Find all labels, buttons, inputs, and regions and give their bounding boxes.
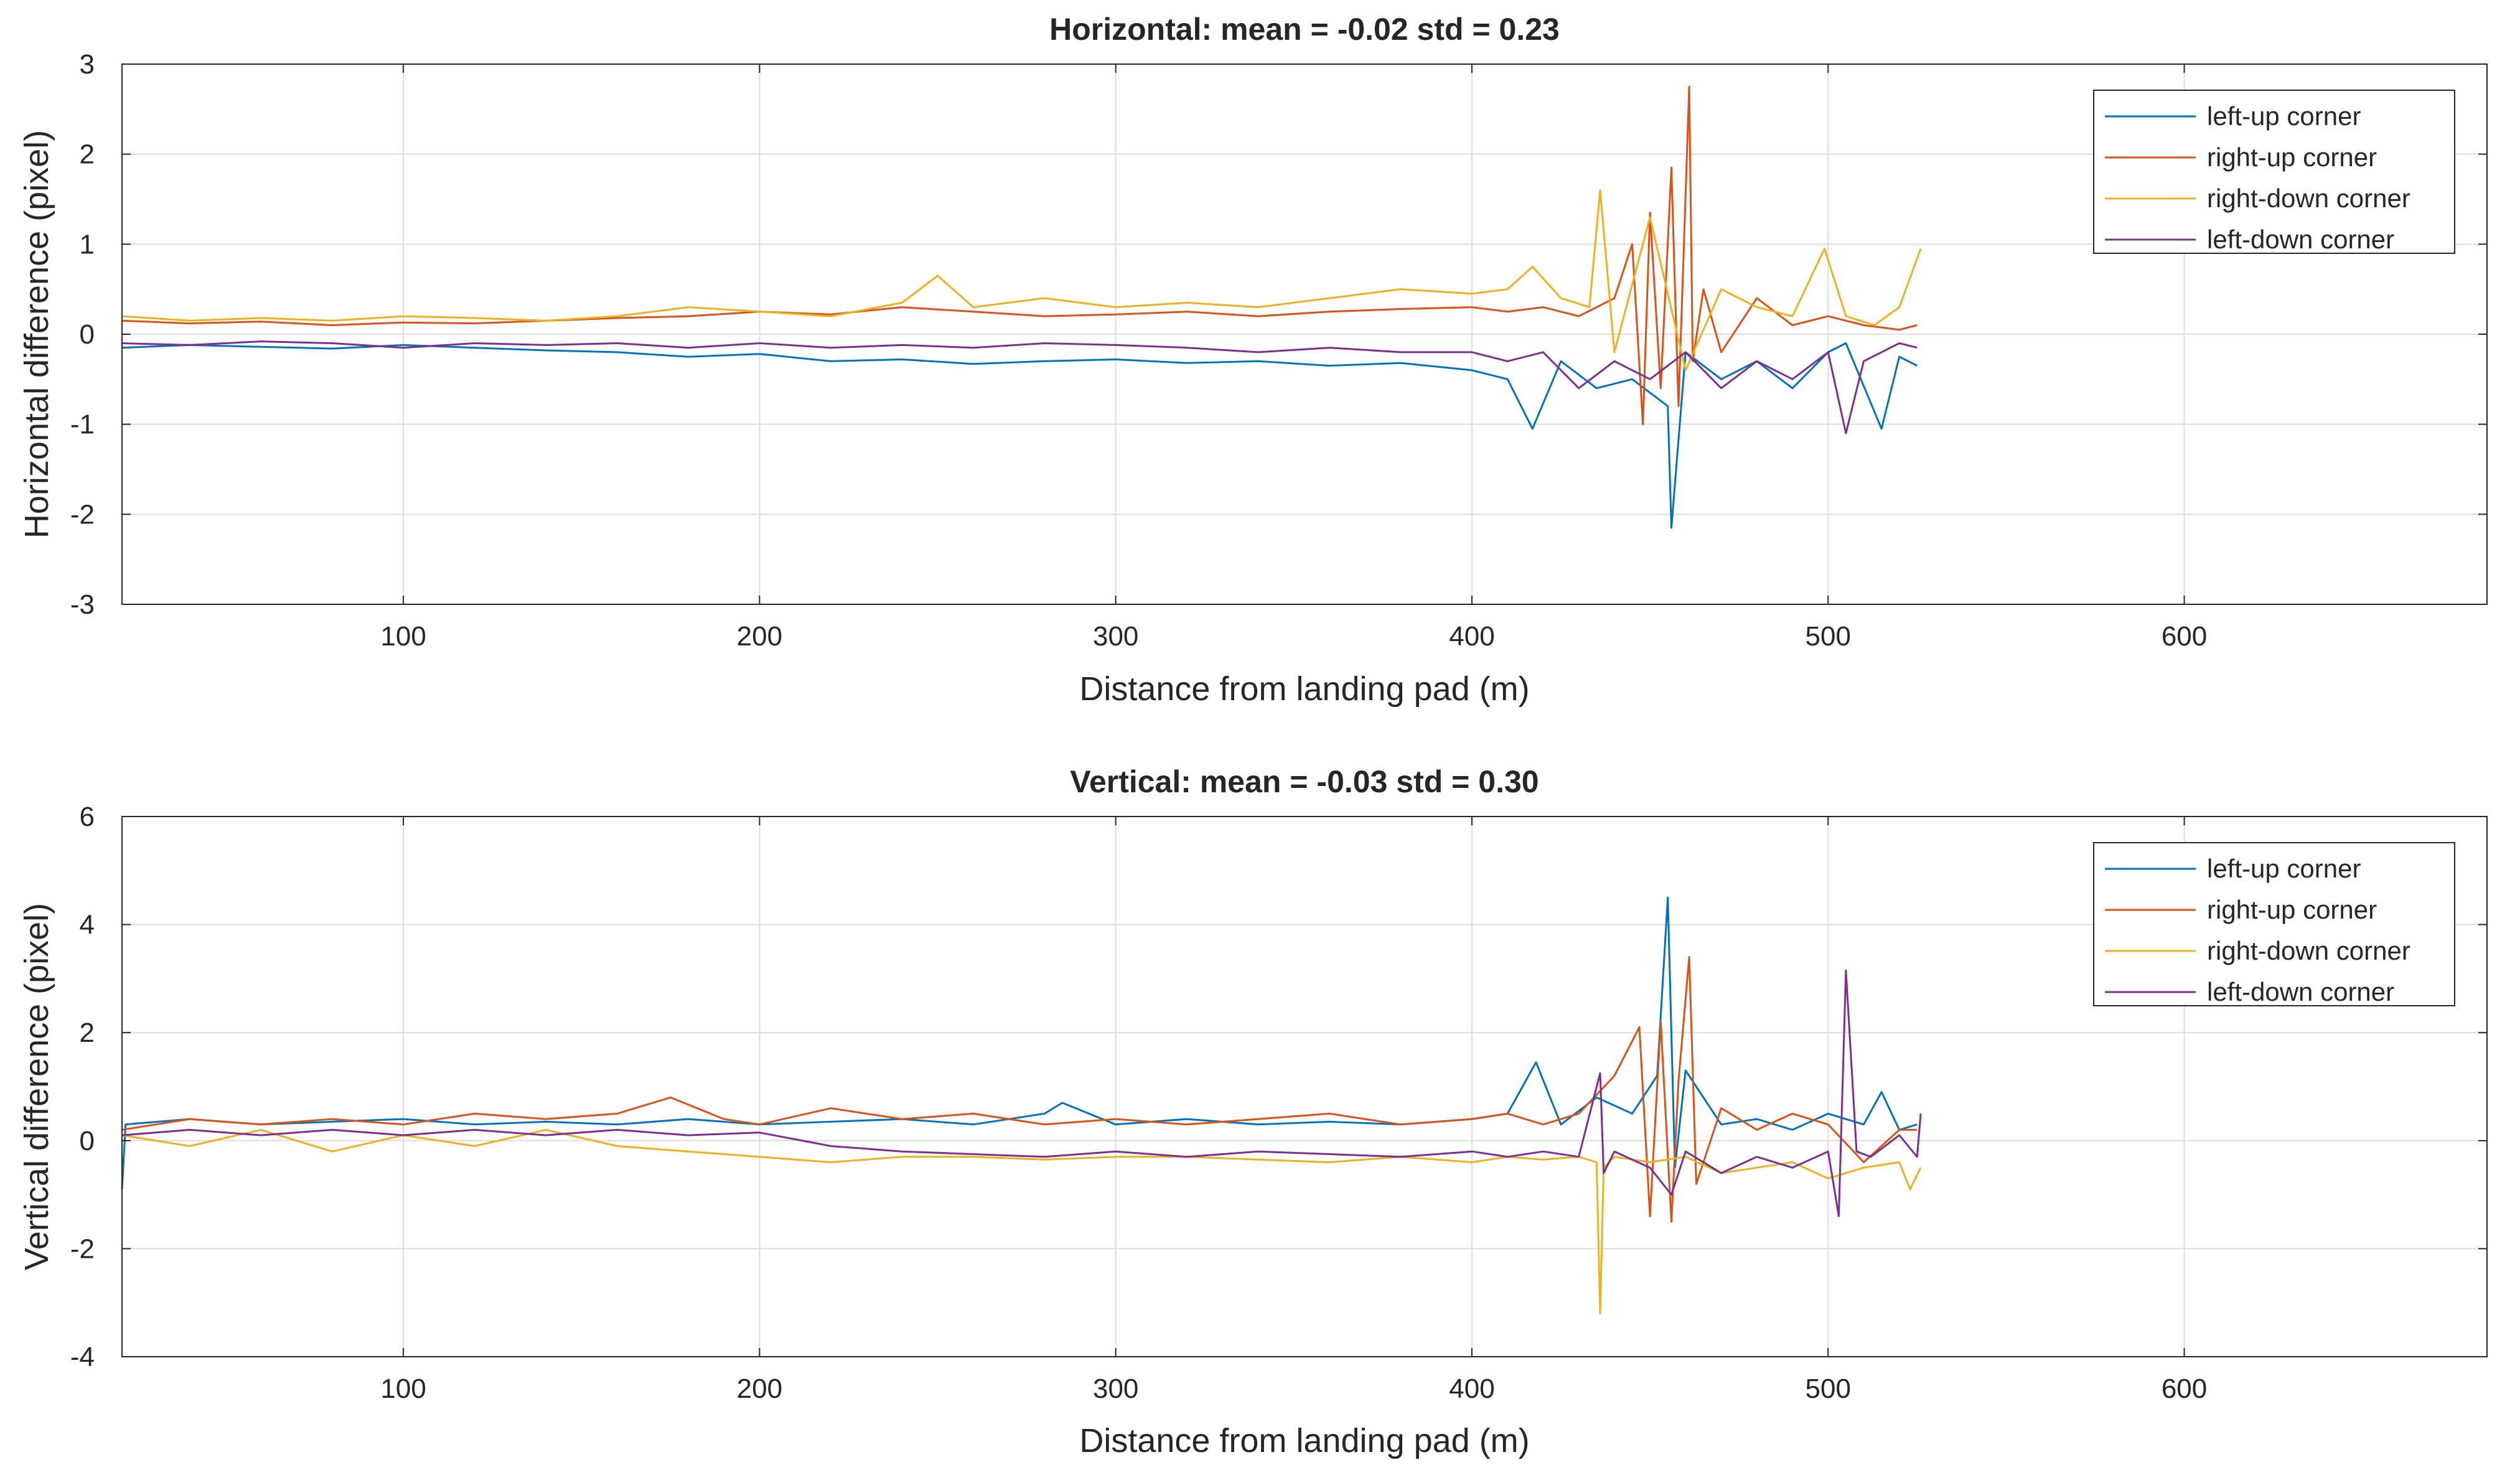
x-tick-label: 400 <box>1449 621 1494 652</box>
series-line-left-down-corner <box>121 340 1918 434</box>
y-tick-label: 6 <box>80 802 95 832</box>
chart-title: Vertical: mean = -0.03 std = 0.30 <box>1070 764 1539 799</box>
y-tick-label: -4 <box>70 1342 95 1372</box>
x-tick-label: 600 <box>2162 621 2207 652</box>
y-tick-label: 2 <box>80 1018 95 1048</box>
series-line-left-up-corner <box>121 896 1918 1189</box>
legend-box <box>2093 842 2455 1006</box>
series-lines <box>121 896 1922 1315</box>
y-tick-label: 4 <box>80 910 95 940</box>
tick-labels: 100 200 300 400 500 600 -3 -2 -1 0 1 2 3 <box>70 49 2487 652</box>
x-tick-label: 400 <box>1449 1374 1494 1404</box>
vertical-difference-plot: 100 200 300 400 500 600 -4 -2 0 2 4 6 Vertical: mea… <box>18 764 2488 1459</box>
legend-label: left-down corner <box>2207 977 2394 1006</box>
x-tick-label: 200 <box>737 621 782 652</box>
horizontal-difference-plot: 100 200 300 400 500 600 -3 -2 -1 0 1 2 3 Horizontal:… <box>18 12 2488 708</box>
legend-box <box>2093 90 2455 254</box>
legend-label: right-up corner <box>2207 143 2377 172</box>
x-axis-label: Distance from landing pad (m) <box>1079 1422 1529 1459</box>
legend-label: right-down corner <box>2207 936 2410 965</box>
x-tick-label: 300 <box>1093 621 1138 652</box>
legend-label: left-down corner <box>2207 225 2394 254</box>
y-tick-label: 2 <box>80 139 95 170</box>
x-tick-label: 200 <box>737 1374 782 1404</box>
y-tick-label: -2 <box>70 1234 95 1264</box>
legend-label: right-down corner <box>2207 184 2410 213</box>
axes-background <box>122 817 2487 1357</box>
legend-label: right-up corner <box>2207 895 2377 924</box>
series-line-left-up-corner <box>121 342 1918 529</box>
y-tick-label: 0 <box>80 319 95 350</box>
series-line-right-up-corner <box>121 956 1918 1223</box>
series-line-left-down-corner <box>121 969 1922 1217</box>
y-axis-label: Vertical difference (pixel) <box>18 903 55 1270</box>
x-tick-label: 500 <box>1806 621 1851 652</box>
y-axis-label: Horizontal difference (pixel) <box>18 130 55 538</box>
legend: left-up corner right-up corner right-down … <box>2093 90 2455 254</box>
y-tick-label: -3 <box>70 589 95 620</box>
legend-label: left-up corner <box>2207 854 2361 883</box>
y-tick-label: 3 <box>80 49 95 80</box>
series-lines <box>121 85 1922 529</box>
y-tick-label: -2 <box>70 499 95 530</box>
series-line-right-down-corner <box>121 189 1922 372</box>
x-tick-label: 500 <box>1806 1374 1851 1404</box>
legend: left-up corner right-up corner right-down … <box>2093 842 2455 1006</box>
axes-box <box>121 816 2488 1357</box>
x-tick-label: 300 <box>1093 1374 1138 1404</box>
y-tick-label: 0 <box>80 1126 95 1156</box>
tick-labels: 100 200 300 400 500 600 -4 -2 0 2 4 6 <box>70 802 2487 1404</box>
x-axis-label: Distance from landing pad (m) <box>1079 670 1529 708</box>
chart-title: Horizontal: mean = -0.02 std = 0.23 <box>1049 12 1560 47</box>
y-tick-label: -1 <box>70 410 95 440</box>
x-tick-label: 600 <box>2162 1374 2207 1404</box>
legend-label: left-up corner <box>2207 101 2361 131</box>
x-tick-label: 100 <box>380 1374 426 1404</box>
y-tick-label: 1 <box>80 229 95 260</box>
x-tick-label: 100 <box>380 621 426 652</box>
